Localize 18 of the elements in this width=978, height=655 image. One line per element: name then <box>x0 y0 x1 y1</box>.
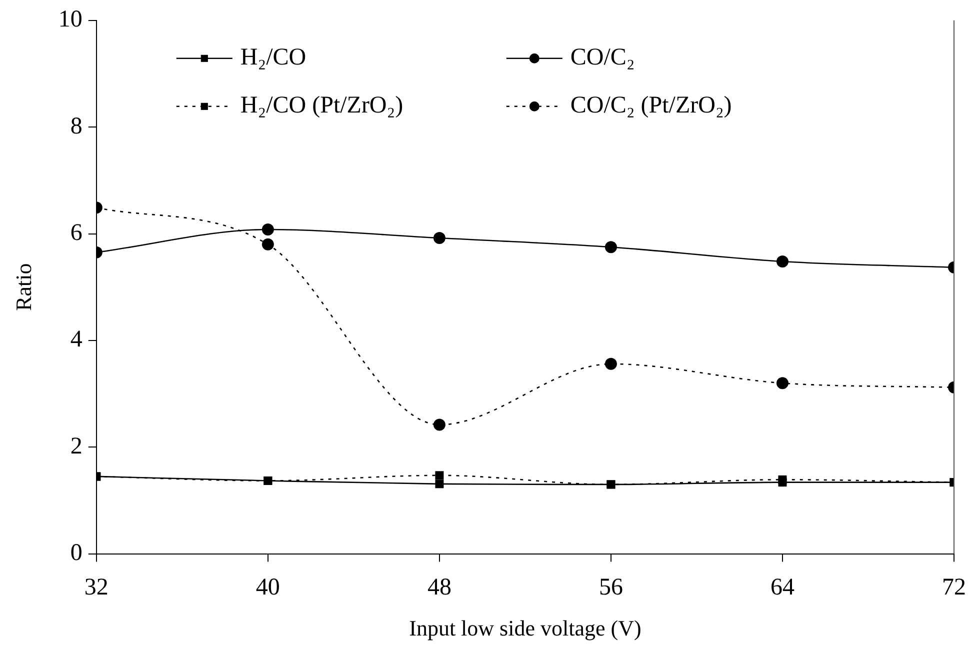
y-tick-label: 6 <box>70 220 82 246</box>
legend-label: H₂/CO (Pt/ZrO₂) <box>240 92 404 119</box>
y-tick-label: 8 <box>70 113 82 140</box>
y-tick-label: 0 <box>70 540 82 566</box>
x-tick-label: 64 <box>770 574 794 600</box>
x-tick-label: 40 <box>256 574 280 600</box>
legend-label: CO/C₂ <box>570 44 635 71</box>
x-tick-label: 72 <box>942 574 966 600</box>
legend-label: H₂/CO <box>240 44 306 71</box>
y-tick-label: 10 <box>58 6 82 33</box>
x-axis-title: Input low side voltage (V) <box>409 616 642 641</box>
x-tick-label: 56 <box>598 574 623 600</box>
x-tick-label: 32 <box>84 574 108 600</box>
y-tick-label: 2 <box>70 433 82 460</box>
y-tick-label: 4 <box>70 326 82 353</box>
y-axis-title: Ratio <box>10 263 36 311</box>
legend-label: CO/C₂ (Pt/ZrO₂) <box>570 92 732 119</box>
x-tick-label: 48 <box>427 574 452 600</box>
